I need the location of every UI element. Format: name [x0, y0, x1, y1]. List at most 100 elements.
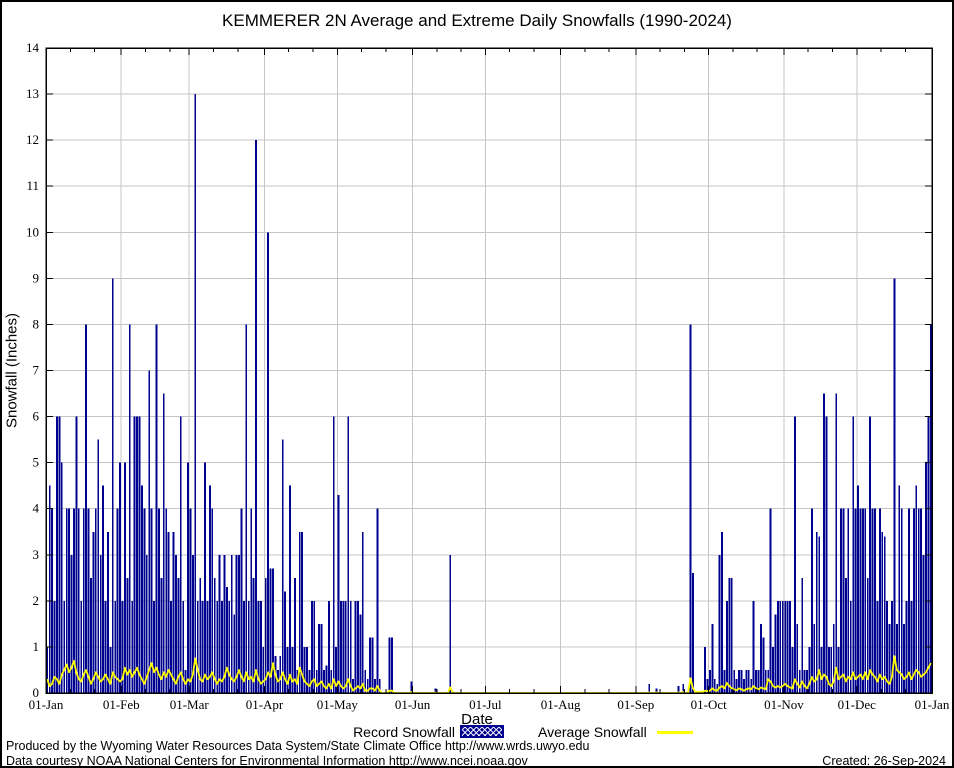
record-snowfall-bar: [852, 416, 855, 693]
record-snowfall-bar: [677, 686, 680, 693]
record-snowfall-bar: [755, 669, 757, 693]
record-snowfall-bar: [323, 669, 325, 693]
record-snowfall-bar: [119, 462, 121, 693]
record-snowfall-bar: [806, 669, 808, 693]
y-tick-label: 3: [33, 547, 40, 562]
x-axis-title: Date: [461, 711, 493, 728]
record-snowfall-bar: [764, 669, 767, 693]
record-snowfall-bar: [891, 600, 893, 693]
record-snowfall-bar: [905, 600, 908, 693]
record-snowfall-bar: [692, 573, 694, 693]
record-snowfall-bar: [798, 669, 801, 693]
record-snowfall-bar: [910, 600, 913, 693]
record-snowfall-bar: [713, 679, 716, 693]
record-snowfall-bar: [371, 637, 374, 693]
record-snowfall-bar: [354, 600, 357, 693]
record-snowfall-bar: [689, 324, 692, 693]
record-snowfall-bar: [912, 508, 915, 693]
record-snowfall-bar: [111, 278, 114, 693]
record-snowfall-bar: [726, 600, 728, 693]
x-tick-label: 01-Jun: [395, 697, 431, 712]
record-snowfall-bar: [114, 600, 117, 693]
record-snowfall-bar: [361, 531, 364, 693]
average-snowfall-line: [46, 655, 932, 694]
record-snowfall-bar: [85, 324, 88, 693]
record-snowfall-bar: [211, 508, 214, 693]
record-snowfall-bar: [264, 577, 267, 693]
x-tick-label: 01-Dec: [838, 697, 876, 712]
record-snowfall-bar: [347, 416, 350, 693]
record-snowfall-bar: [225, 587, 228, 693]
record-snowfall-bar: [886, 600, 889, 693]
record-snowfall-bar: [881, 531, 884, 693]
x-tick-label: 01-Aug: [541, 697, 581, 712]
y-tick-label: 5: [33, 455, 40, 470]
record-snowfall-bar: [141, 485, 143, 693]
record-snowfall-bar: [682, 683, 685, 693]
record-snowfall-bar: [238, 554, 240, 693]
record-snowfall-bar: [206, 600, 209, 693]
record-snowfall-bar: [155, 324, 158, 693]
y-tick-label: 9: [33, 270, 40, 285]
record-snowfall-bar: [150, 508, 153, 693]
record-snowfall-bar: [73, 508, 75, 693]
record-snowfall-bar: [750, 679, 753, 693]
y-tick-label: 6: [33, 409, 40, 424]
record-snowfall-bar: [94, 508, 97, 693]
record-snowfall-bar: [48, 485, 51, 693]
record-snowfall-bar: [199, 577, 202, 693]
record-snowfall-bar: [308, 669, 311, 693]
record-snowfall-bar: [267, 232, 270, 694]
record-snowfall-bar: [218, 554, 221, 693]
record-snowfall-bar: [286, 646, 289, 693]
record-snowfall-bar: [861, 508, 864, 693]
record-snowfall-bar: [131, 600, 134, 693]
record-snowfall-bar: [369, 637, 372, 693]
record-snowfall-bar: [793, 416, 796, 693]
record-snowfall-bar: [306, 646, 308, 693]
record-snowfall-bar: [908, 508, 910, 693]
legend-record-swatch: [460, 725, 504, 738]
record-snowfall-bar: [63, 600, 66, 693]
record-snowfall-bar: [781, 600, 784, 693]
record-snowfall-bar: [869, 416, 872, 693]
record-snowfall-bar: [376, 508, 379, 693]
record-snowfall-bar: [823, 393, 825, 693]
record-snowfall-bar: [60, 462, 63, 693]
record-snowfall-bar: [784, 600, 787, 693]
record-snowfall-bar: [97, 439, 100, 693]
footer-data-courtesy: Data courtesy NOAA National Centers for …: [6, 754, 528, 768]
record-snowfall-bar: [216, 600, 219, 693]
record-snowfall-bar: [182, 600, 185, 693]
record-snowfall-bar: [813, 623, 816, 693]
record-snowfall-bar: [138, 416, 141, 693]
record-snowfall-bar: [320, 623, 323, 693]
x-tick-label: 01-Apr: [246, 697, 284, 712]
record-snowfall-bar: [145, 554, 148, 693]
record-snowfall-bar: [752, 600, 755, 693]
record-snowfall-bar: [847, 508, 850, 693]
record-snowfall-bar: [803, 669, 806, 693]
record-snowfall-bar: [272, 568, 274, 693]
record-snowfall-bar: [893, 278, 896, 693]
record-snowfall-bar: [706, 679, 709, 693]
record-snowfall-bar: [121, 600, 124, 693]
record-snowfall-bar: [772, 646, 774, 693]
y-tick-label: 11: [26, 178, 39, 193]
record-snowfall-bar: [313, 600, 316, 693]
record-snowfall-bar: [777, 600, 779, 693]
record-snowfall-bar: [815, 531, 818, 693]
record-snowfall-bar: [655, 688, 658, 693]
legend-average-line-swatch: [657, 731, 693, 734]
record-snowfall-bar: [99, 554, 102, 693]
record-snowfall-bar: [796, 623, 799, 693]
record-snowfall-bar: [230, 554, 233, 693]
record-snowfall-bar: [820, 646, 823, 693]
record-snowfall-bar: [359, 614, 362, 693]
record-snowfall-bar: [888, 623, 891, 693]
record-snowfall-bar: [920, 508, 923, 693]
record-snowfall-bar: [721, 531, 723, 693]
record-snowfall-bar: [789, 600, 791, 693]
record-snowfall-bar: [357, 600, 359, 693]
x-tick-label: 01-Sep: [617, 697, 654, 712]
